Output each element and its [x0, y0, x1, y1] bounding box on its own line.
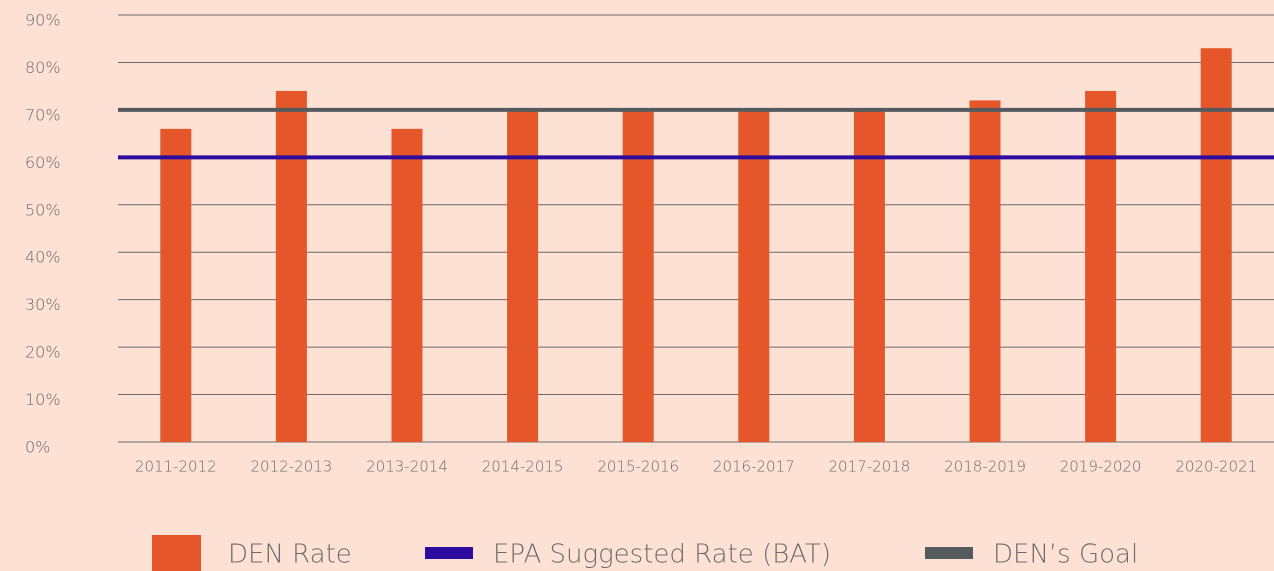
- x-tick-label: 2011-2012: [135, 458, 217, 476]
- legend-swatch: [152, 535, 201, 571]
- bar: [1085, 90, 1117, 443]
- x-tick-label: 2015-2016: [597, 458, 679, 476]
- x-tick-label: 2020-2021: [1175, 458, 1257, 476]
- legend-label: DEN’s Goal: [993, 540, 1138, 570]
- y-tick-label: 0%: [25, 438, 50, 457]
- y-tick-label: 10%: [25, 390, 61, 409]
- bar: [391, 128, 423, 442]
- x-tick-label: 2012-2013: [251, 458, 333, 476]
- bar: [969, 100, 1001, 443]
- x-tick-label: 2014-2015: [482, 458, 564, 476]
- y-tick-label: 50%: [25, 200, 61, 219]
- y-tick-label: 90%: [25, 11, 61, 30]
- x-tick-label: 2017-2018: [829, 458, 911, 476]
- bar: [275, 90, 307, 443]
- y-tick-label: 60%: [25, 153, 61, 172]
- x-tick-label: 2019-2020: [1060, 458, 1142, 476]
- legend-label: EPA Suggested Rate (BAT): [493, 540, 831, 570]
- legend-swatch: [925, 547, 973, 559]
- bar: [738, 109, 770, 442]
- bar: [622, 109, 654, 442]
- x-tick-label: 2018-2019: [944, 458, 1026, 476]
- y-tick-label: 80%: [25, 58, 61, 77]
- x-tick-label: 2013-2014: [366, 458, 448, 476]
- bar: [160, 128, 192, 442]
- y-tick-label: 40%: [25, 248, 61, 267]
- y-tick-label: 20%: [25, 343, 61, 362]
- legend-swatch: [425, 547, 473, 559]
- bar: [1200, 48, 1232, 442]
- y-tick-label: 70%: [25, 105, 61, 124]
- bar: [507, 109, 539, 442]
- x-tick-label: 2016-2017: [713, 458, 795, 476]
- bar: [853, 109, 885, 442]
- y-tick-label: 30%: [25, 295, 61, 314]
- legend-label: DEN Rate: [228, 540, 352, 570]
